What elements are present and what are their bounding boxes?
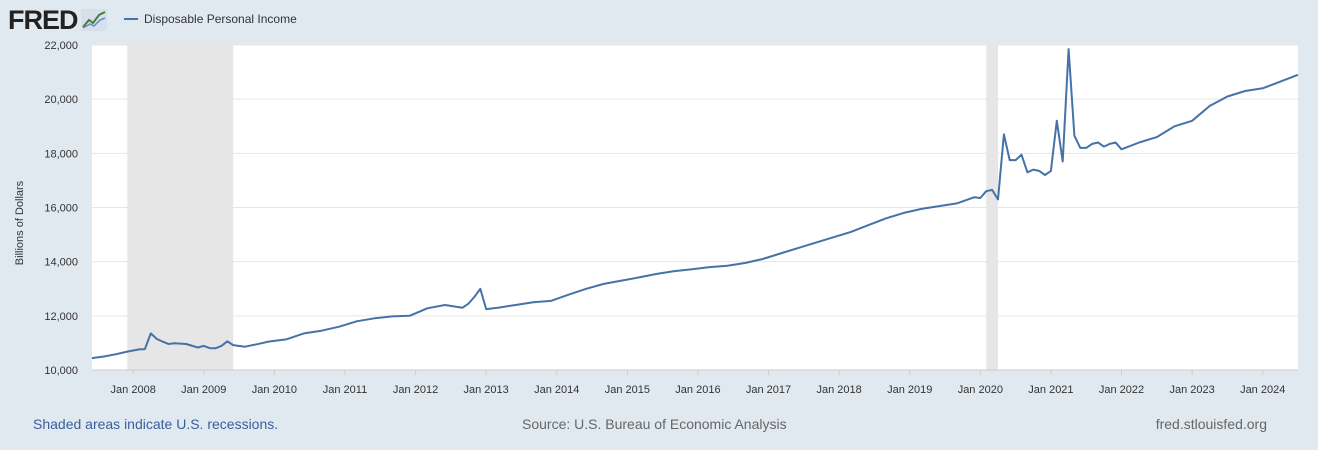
logo-text: FRED: [8, 5, 78, 35]
x-tick-label: Jan 2023: [1169, 384, 1214, 396]
x-tick-label: Jan 2013: [464, 384, 509, 396]
y-axis-label: Billions of Dollars: [14, 180, 26, 265]
x-tick-label: Jan 2018: [816, 384, 861, 396]
line-chart[interactable]: Billions of Dollars 10,000 12,000 14,000 16…: [0, 36, 1318, 406]
x-tick-label: Jan 2011: [323, 384, 367, 396]
recession-note-link[interactable]: Shaded areas indicate U.S. recessions.: [33, 416, 279, 432]
series-line-disposable-personal-income: [91, 48, 1299, 360]
x-tick-label: Jan 2020: [958, 384, 1003, 396]
y-tick-label: 18,000: [44, 148, 78, 160]
y-tick-label: 12,000: [44, 311, 78, 323]
x-tick-label: Jan 2021: [1028, 384, 1073, 396]
x-tick-label: Jan 2024: [1240, 384, 1285, 396]
chart-legend[interactable]: Disposable Personal Income: [124, 12, 297, 26]
y-tick-label: 14,000: [44, 257, 78, 269]
y-tick-label: 16,000: [44, 203, 78, 215]
fred-graph-icon: [80, 9, 107, 31]
y-tick-label: 10,000: [44, 365, 78, 377]
x-tick-label: Jan 2014: [534, 384, 579, 396]
x-tick-label: Jan 2015: [605, 384, 650, 396]
fred-logo[interactable]: FRED: [8, 4, 107, 36]
source-text: Source: U.S. Bureau of Economic Analysis: [522, 416, 787, 432]
chart-header: FRED Disposable Personal Income: [0, 0, 1318, 44]
x-tick-label: Jan 2019: [887, 384, 932, 396]
x-tick-label: Jan 2017: [746, 384, 791, 396]
y-tick-label: 20,000: [44, 94, 78, 106]
x-tick-label: Jan 2010: [252, 384, 297, 396]
x-tick-label: Jan 2022: [1099, 384, 1144, 396]
legend-label: Disposable Personal Income: [144, 12, 297, 26]
x-tick-label: Jan 2012: [393, 384, 438, 396]
chart-footer: Shaded areas indicate U.S. recessions. S…: [0, 416, 1318, 436]
x-tick-label: Jan 2016: [675, 384, 720, 396]
y-tick-label: 22,000: [44, 40, 78, 52]
legend-swatch: [124, 18, 138, 20]
x-tick-label: Jan 2009: [181, 384, 226, 396]
x-tick-label: Jan 2008: [111, 384, 156, 396]
site-link[interactable]: fred.stlouisfed.org: [1155, 416, 1267, 432]
